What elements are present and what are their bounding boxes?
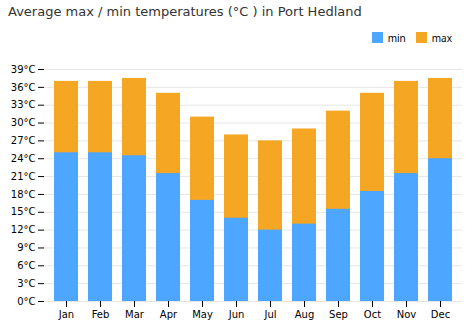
svg-text:0°C: 0°C bbox=[17, 296, 35, 307]
html-text:min: min bbox=[387, 30, 406, 45]
svg-text:May: May bbox=[192, 309, 213, 320]
svg-text:Feb: Feb bbox=[92, 309, 110, 320]
svg-text:21°C: 21°C bbox=[11, 171, 36, 182]
svg-text:Jun: Jun bbox=[228, 309, 245, 320]
svg-text:15°C: 15°C bbox=[11, 206, 36, 217]
svg-text:3°C: 3°C bbox=[17, 278, 35, 289]
svg-text:Dec: Dec bbox=[431, 309, 450, 320]
svg-text:33°C: 33°C bbox=[11, 99, 36, 110]
svg-text:12°C: 12°C bbox=[11, 224, 36, 235]
svg-text:Jan: Jan bbox=[58, 309, 74, 320]
svg-text:Aug: Aug bbox=[295, 309, 315, 320]
svg-text:Sep: Sep bbox=[329, 309, 348, 320]
svg-text:27°C: 27°C bbox=[11, 135, 36, 146]
html-text:Average max / min temperatures: Average max / min temperatures (°C ) in … bbox=[8, 4, 362, 19]
svg-text:9°C: 9°C bbox=[17, 242, 35, 253]
svg-text:Jul: Jul bbox=[263, 309, 276, 320]
svg-text:24°C: 24°C bbox=[11, 153, 36, 164]
svg-text:Nov: Nov bbox=[397, 309, 417, 320]
html-text:max: max bbox=[431, 30, 452, 45]
svg-text:6°C: 6°C bbox=[17, 260, 35, 271]
svg-text:Mar: Mar bbox=[125, 309, 145, 320]
svg-text:Oct: Oct bbox=[364, 309, 381, 320]
svg-text:36°C: 36°C bbox=[11, 82, 36, 93]
svg-text:Apr: Apr bbox=[160, 309, 178, 320]
svg-text:18°C: 18°C bbox=[11, 189, 36, 200]
svg-text:39°C: 39°C bbox=[11, 64, 36, 75]
svg-text:30°C: 30°C bbox=[11, 117, 36, 128]
